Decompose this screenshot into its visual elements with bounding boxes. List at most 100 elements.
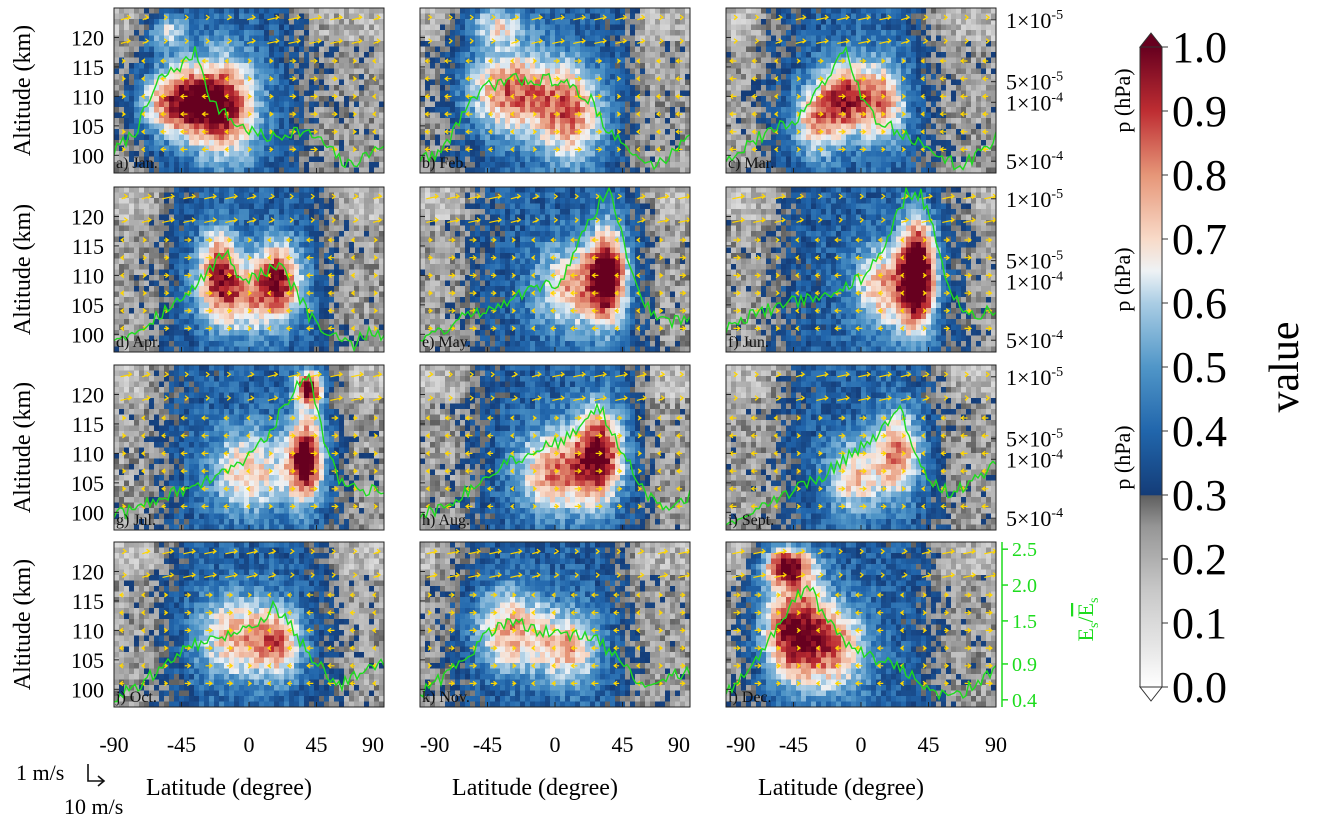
heatmap-cell bbox=[816, 8, 822, 15]
heatmap-cell bbox=[224, 19, 230, 26]
heatmap-cell bbox=[931, 52, 937, 59]
heatmap-cell bbox=[480, 41, 486, 48]
heatmap-cell bbox=[339, 8, 345, 15]
heatmap-cell bbox=[515, 107, 521, 114]
heatmap-cell bbox=[455, 85, 461, 92]
heatmap-cell bbox=[951, 151, 957, 158]
heatmap-cell bbox=[154, 162, 160, 169]
heatmap-cell bbox=[590, 24, 596, 31]
heatmap-cell bbox=[615, 63, 621, 70]
heatmap-cell bbox=[129, 35, 135, 42]
heatmap-cell bbox=[525, 57, 531, 64]
heatmap-cell bbox=[254, 129, 260, 136]
heatmap-cell bbox=[821, 63, 827, 70]
heatmap-cell bbox=[179, 151, 185, 158]
heatmap-cell bbox=[485, 123, 491, 130]
heatmap-cell bbox=[510, 118, 516, 125]
heatmap-cell bbox=[224, 8, 230, 15]
heatmap-cell bbox=[159, 90, 165, 97]
heatmap-cell bbox=[254, 162, 260, 169]
heatmap-cell bbox=[535, 35, 541, 42]
heatmap-cell bbox=[756, 13, 762, 20]
heatmap-cell bbox=[971, 90, 977, 97]
heatmap-cell bbox=[430, 30, 436, 37]
heatmap-cell bbox=[836, 101, 842, 108]
heatmap-cell bbox=[510, 41, 516, 48]
heatmap-cell bbox=[229, 112, 235, 119]
heatmap-cell bbox=[936, 63, 942, 70]
heatmap-cell bbox=[269, 41, 275, 48]
heatmap-cell bbox=[274, 156, 280, 163]
heatmap-cell bbox=[595, 24, 601, 31]
heatmap-cell bbox=[826, 19, 832, 26]
heatmap-cell bbox=[129, 13, 135, 20]
heatmap-cell bbox=[635, 30, 641, 37]
heatmap-cell bbox=[640, 151, 646, 158]
heatmap-cell bbox=[575, 19, 581, 26]
wind-arrow bbox=[511, 38, 520, 44]
heatmap-cell bbox=[129, 24, 135, 31]
heatmap-cell bbox=[595, 162, 601, 169]
heatmap-cell bbox=[154, 46, 160, 53]
heatmap-cell bbox=[801, 19, 807, 26]
heatmap-cell bbox=[981, 85, 987, 92]
heatmap-cell bbox=[520, 41, 526, 48]
heatmap-cell bbox=[630, 162, 636, 169]
heatmap-cell bbox=[179, 118, 185, 125]
heatmap-cell bbox=[354, 8, 360, 15]
heatmap-cell bbox=[645, 167, 651, 173]
heatmap-cell bbox=[475, 74, 481, 81]
heatmap-cell bbox=[535, 74, 541, 81]
heatmap-cell bbox=[891, 134, 897, 141]
heatmap-cell bbox=[605, 41, 611, 48]
heatmap-cell bbox=[134, 167, 140, 173]
heatmap-cell bbox=[615, 30, 621, 37]
heatmap-cell bbox=[530, 63, 536, 70]
heatmap-cell bbox=[219, 129, 225, 136]
heatmap-cell bbox=[349, 63, 355, 70]
heatmap-cell bbox=[966, 79, 972, 86]
heatmap-cell bbox=[966, 35, 972, 42]
heatmap-cell bbox=[911, 52, 917, 59]
heatmap-cell bbox=[896, 8, 902, 15]
heatmap-cell bbox=[565, 41, 571, 48]
heatmap-cell bbox=[600, 13, 606, 20]
heatmap-cell bbox=[129, 57, 135, 64]
heatmap-cell bbox=[751, 123, 757, 130]
heatmap-cell bbox=[811, 30, 817, 37]
heatmap-cell bbox=[926, 96, 932, 103]
heatmap-cell bbox=[179, 35, 185, 42]
heatmap-cell bbox=[605, 90, 611, 97]
heatmap-cell bbox=[936, 140, 942, 147]
heatmap-cell bbox=[911, 123, 917, 130]
wind-arrow bbox=[424, 146, 431, 153]
heatmap-cell bbox=[359, 167, 365, 173]
heatmap-cell bbox=[440, 57, 446, 64]
heatmap-cell bbox=[540, 140, 546, 147]
heatmap-cell bbox=[946, 35, 952, 42]
heatmap-cell bbox=[460, 90, 466, 97]
heatmap-cell bbox=[470, 140, 476, 147]
heatmap-cell bbox=[354, 24, 360, 31]
heatmap-cell bbox=[294, 162, 300, 169]
heatmap-cell bbox=[259, 112, 265, 119]
heatmap-cell bbox=[369, 123, 375, 130]
heatmap-cell bbox=[124, 85, 130, 92]
heatmap-cell bbox=[204, 24, 210, 31]
heatmap-cell bbox=[129, 74, 135, 81]
heatmap-cell bbox=[329, 123, 335, 130]
heatmap-cell bbox=[726, 90, 732, 97]
heatmap-cell bbox=[600, 129, 606, 136]
heatmap-cell bbox=[344, 30, 350, 37]
heatmap-cell bbox=[901, 85, 907, 92]
wind-arrow bbox=[675, 129, 683, 135]
heatmap-cell bbox=[495, 112, 501, 119]
heatmap-cell bbox=[831, 123, 837, 130]
heatmap-cell bbox=[635, 52, 641, 59]
heatmap-cell bbox=[816, 24, 822, 31]
heatmap-cell bbox=[811, 123, 817, 130]
heatmap-cell bbox=[655, 41, 661, 48]
heatmap-cell bbox=[786, 19, 792, 26]
heatmap-cell bbox=[736, 19, 742, 26]
heatmap-cell bbox=[319, 52, 325, 59]
